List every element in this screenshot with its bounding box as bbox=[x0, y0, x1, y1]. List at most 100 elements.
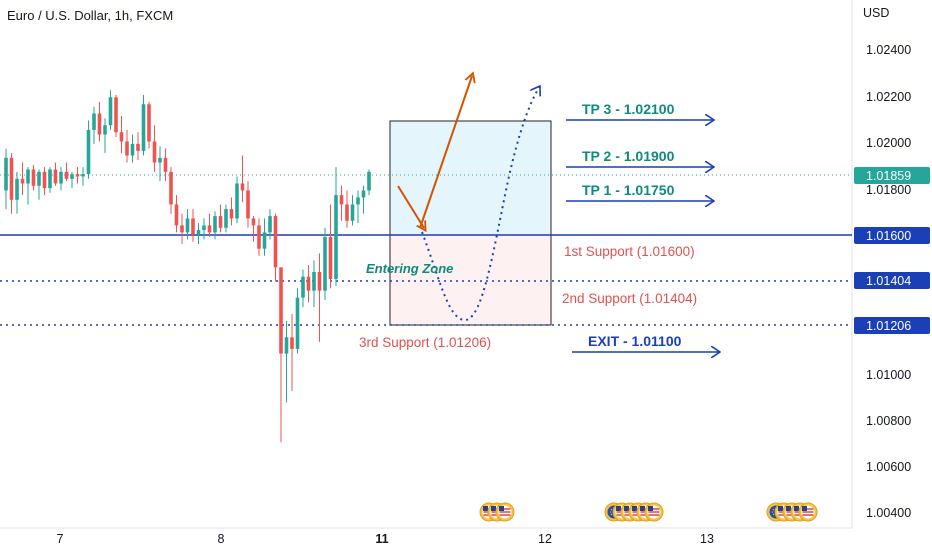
flag-canton bbox=[640, 506, 645, 511]
economic-events bbox=[479, 502, 818, 522]
candle-body bbox=[141, 104, 146, 151]
flag-canton bbox=[802, 506, 807, 511]
candle bbox=[174, 195, 179, 233]
candle-body bbox=[53, 169, 58, 184]
candle-body bbox=[163, 157, 168, 172]
candle bbox=[9, 153, 14, 214]
candle-body bbox=[273, 216, 278, 268]
candle bbox=[114, 94, 118, 137]
candle-body bbox=[31, 169, 36, 186]
candle-body bbox=[323, 237, 327, 291]
candle-body bbox=[306, 276, 311, 291]
candle bbox=[64, 162, 69, 182]
candle-body bbox=[59, 171, 63, 184]
candle bbox=[367, 169, 371, 196]
candle-body bbox=[147, 104, 151, 142]
time-label: 13 bbox=[700, 532, 714, 546]
flag-canton bbox=[491, 506, 496, 511]
price-badge-support-2: 1.01404 bbox=[854, 272, 930, 289]
candle bbox=[158, 146, 162, 182]
candle bbox=[53, 162, 58, 186]
candle bbox=[262, 218, 267, 256]
time-label: 11 bbox=[375, 532, 388, 546]
candle-body bbox=[169, 171, 173, 205]
candle bbox=[295, 288, 300, 354]
tp3-label: TP 3 - 1.02100 bbox=[582, 101, 675, 117]
candle bbox=[251, 216, 256, 242]
candle bbox=[97, 101, 102, 142]
time-label: 12 bbox=[538, 532, 552, 546]
candle-body bbox=[125, 141, 129, 156]
candle-body bbox=[185, 218, 190, 233]
candle-body bbox=[15, 178, 19, 200]
candle bbox=[75, 167, 80, 184]
price-tick: 1.01800 bbox=[866, 183, 911, 197]
candle bbox=[350, 195, 355, 226]
candle bbox=[59, 167, 63, 191]
candle-body bbox=[290, 337, 294, 349]
candle-body bbox=[152, 141, 157, 163]
candle-body bbox=[130, 143, 135, 156]
time-axis[interactable]: 7 8 11 12 13 bbox=[57, 532, 714, 546]
candle bbox=[86, 120, 91, 179]
candle-body bbox=[70, 174, 74, 179]
price-tick: 1.02000 bbox=[866, 136, 911, 150]
entry-box-upper bbox=[390, 121, 551, 235]
candle bbox=[273, 213, 278, 282]
candle bbox=[169, 167, 173, 214]
tp2-label: TP 2 - 1.01900 bbox=[582, 148, 675, 164]
candle-body bbox=[224, 209, 228, 228]
candle-body bbox=[334, 195, 338, 279]
candle-body bbox=[229, 209, 234, 219]
flag-canton bbox=[624, 506, 629, 511]
candle-body bbox=[317, 272, 322, 291]
candle bbox=[20, 162, 25, 196]
candle bbox=[125, 129, 129, 163]
candle-body bbox=[257, 225, 261, 249]
flag-canton bbox=[786, 506, 791, 511]
candle-body bbox=[42, 171, 47, 189]
price-tick: 1.00600 bbox=[866, 460, 911, 474]
candle-body bbox=[207, 225, 212, 233]
exit-label: EXIT - 1.01100 bbox=[588, 333, 682, 349]
candle-body bbox=[235, 183, 239, 219]
price-badge-last: 1.01859 bbox=[854, 167, 930, 184]
candle-body bbox=[4, 157, 8, 191]
candle bbox=[312, 260, 316, 307]
price-badge-text: 1.01600 bbox=[866, 229, 911, 243]
candle bbox=[356, 190, 360, 224]
candle bbox=[339, 185, 344, 221]
candle bbox=[81, 167, 85, 186]
candle bbox=[191, 209, 195, 242]
candle-body bbox=[262, 232, 267, 249]
candle-body bbox=[20, 178, 25, 184]
candle bbox=[92, 106, 96, 144]
candle-body bbox=[158, 157, 162, 163]
candle bbox=[301, 269, 305, 307]
entry-box-lower bbox=[390, 235, 551, 325]
price-axis[interactable]: 1.02400 1.02200 1.02000 1.01800 1.01000 … bbox=[866, 43, 911, 520]
tp1-label: TP 1 - 1.01750 bbox=[582, 182, 675, 198]
orange-down-arrow bbox=[397, 185, 424, 228]
chart-title: Euro / U.S. Dollar, 1h, FXCM bbox=[7, 8, 173, 23]
candle bbox=[119, 115, 124, 154]
flag-canton bbox=[499, 506, 504, 511]
candle bbox=[130, 134, 135, 163]
candle-body bbox=[114, 97, 118, 133]
candle-body bbox=[350, 204, 355, 221]
price-tick: 1.02200 bbox=[866, 90, 911, 104]
candle bbox=[26, 167, 30, 205]
candle-body bbox=[48, 169, 52, 189]
candle-body bbox=[339, 195, 344, 205]
candle-body bbox=[97, 113, 102, 135]
candle bbox=[218, 204, 223, 233]
candle bbox=[42, 167, 47, 196]
price-tick: 1.01000 bbox=[866, 368, 911, 382]
candle-body bbox=[268, 216, 272, 233]
candle-body bbox=[64, 171, 69, 179]
price-badge-support-3: 1.01206 bbox=[854, 317, 930, 334]
support-label-3: 3rd Support (1.01206) bbox=[359, 335, 491, 350]
price-badge-text: 1.01859 bbox=[866, 169, 911, 183]
candle-body bbox=[196, 230, 201, 235]
